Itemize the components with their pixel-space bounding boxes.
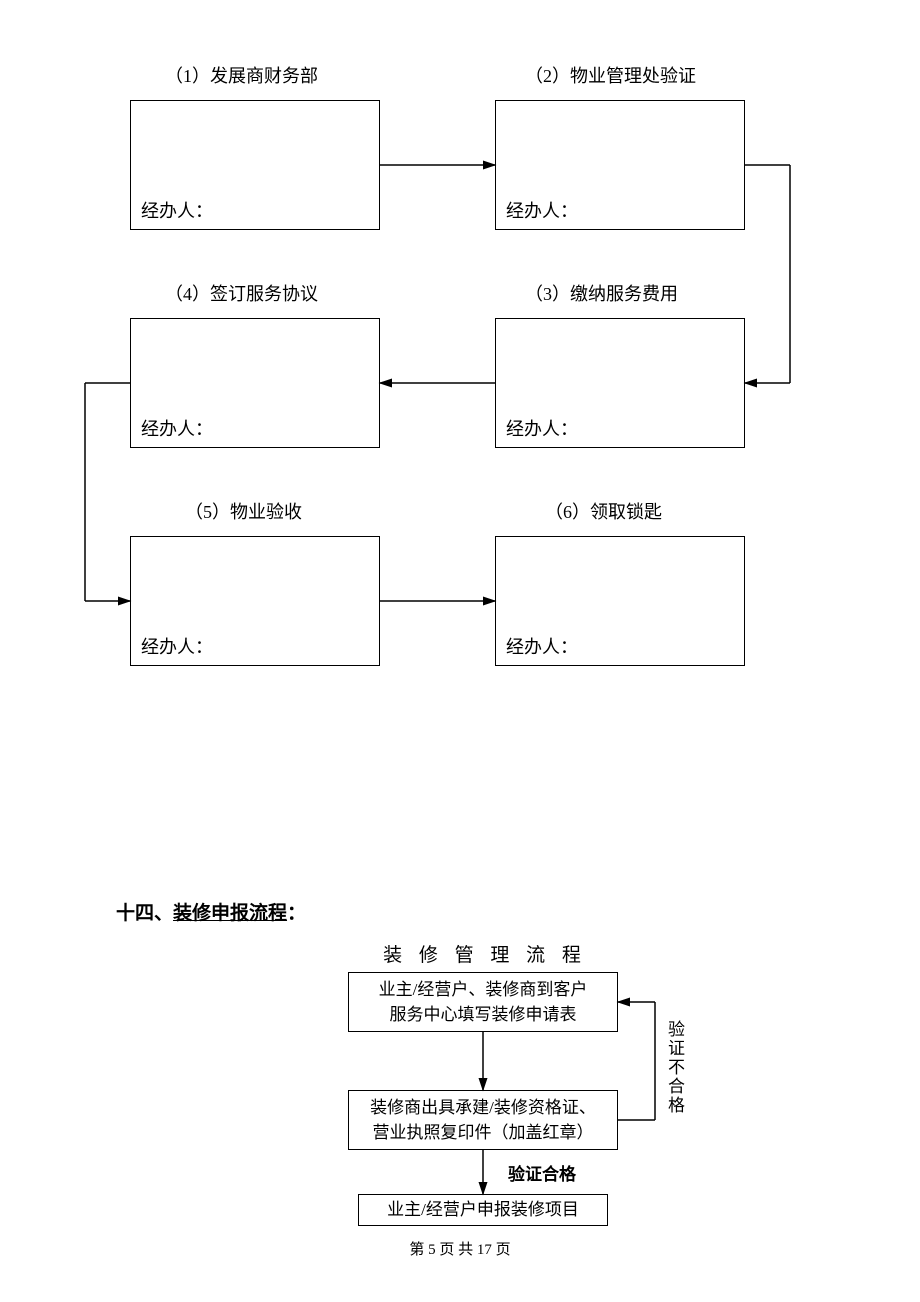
step-6-operator: 经办人： xyxy=(506,633,578,659)
step-2-title: （2）物业管理处验证 xyxy=(525,62,696,88)
step-6-title: （6）领取锁匙 xyxy=(545,498,662,524)
step-5-operator: 经办人： xyxy=(141,633,213,659)
step-3-operator: 经办人： xyxy=(506,415,578,441)
step-5-text: 物业验收 xyxy=(230,502,302,522)
step-2-text: 物业管理处验证 xyxy=(570,66,696,86)
flow-box-1-line1: 业主/经营户、装修商到客户 xyxy=(379,977,588,1003)
step-6-text: 领取锁匙 xyxy=(590,502,662,522)
step-4-text: 签订服务协议 xyxy=(210,284,318,304)
step-4-title: （4）签订服务协议 xyxy=(165,280,318,306)
section-underlined: 装修申报流程 xyxy=(173,903,287,924)
flow-box-1: 业主/经营户、装修商到客户 服务中心填写装修申请表 xyxy=(348,972,618,1032)
step-5-num: （5） xyxy=(185,502,230,522)
step-1-box: 经办人： xyxy=(130,100,380,230)
step-1-operator: 经办人： xyxy=(141,197,213,223)
step-1-text: 发展商财务部 xyxy=(210,66,318,86)
flow-title: 装 修 管 理 流 程 xyxy=(375,940,595,967)
step-5-title: （5）物业验收 xyxy=(185,498,302,524)
step-3-title: （3）缴纳服务费用 xyxy=(525,280,678,306)
step-2-num: （2） xyxy=(525,66,570,86)
flow-box-2-line2: 营业执照复印件（加盖红章） xyxy=(373,1120,594,1146)
flow-box-2-line1: 装修商出具承建/装修资格证、 xyxy=(370,1095,596,1121)
step-1-title: （1）发展商财务部 xyxy=(165,62,318,88)
step-3-num: （3） xyxy=(525,284,570,304)
step-3-text: 缴纳服务费用 xyxy=(570,284,678,304)
step-1-num: （1） xyxy=(165,66,210,86)
section-14-title: 十四、装修申报流程： xyxy=(116,898,306,925)
fail-label: 验证不合格 xyxy=(662,1020,687,1115)
flow-box-1-line2: 服务中心填写装修申请表 xyxy=(390,1002,577,1028)
page-footer: 第 5 页 共 17 页 xyxy=(0,1238,920,1259)
pass-label: 验证合格 xyxy=(508,1160,576,1185)
section-prefix: 十四、 xyxy=(116,903,173,924)
step-4-num: （4） xyxy=(165,284,210,304)
step-6-box: 经办人： xyxy=(495,536,745,666)
flow-box-3: 业主/经营户申报装修项目 xyxy=(358,1194,608,1226)
step-6-num: （6） xyxy=(545,502,590,522)
step-4-box: 经办人： xyxy=(130,318,380,448)
flow-box-3-text: 业主/经营户申报装修项目 xyxy=(387,1197,579,1223)
flow-box-2: 装修商出具承建/装修资格证、 营业执照复印件（加盖红章） xyxy=(348,1090,618,1150)
step-2-box: 经办人： xyxy=(495,100,745,230)
page-container: （1）发展商财务部 经办人： （2）物业管理处验证 经办人： （4）签订服务协议… xyxy=(0,0,920,1302)
step-5-box: 经办人： xyxy=(130,536,380,666)
step-2-operator: 经办人： xyxy=(506,197,578,223)
step-4-operator: 经办人： xyxy=(141,415,213,441)
step-3-box: 经办人： xyxy=(495,318,745,448)
section-suffix: ： xyxy=(287,903,306,924)
